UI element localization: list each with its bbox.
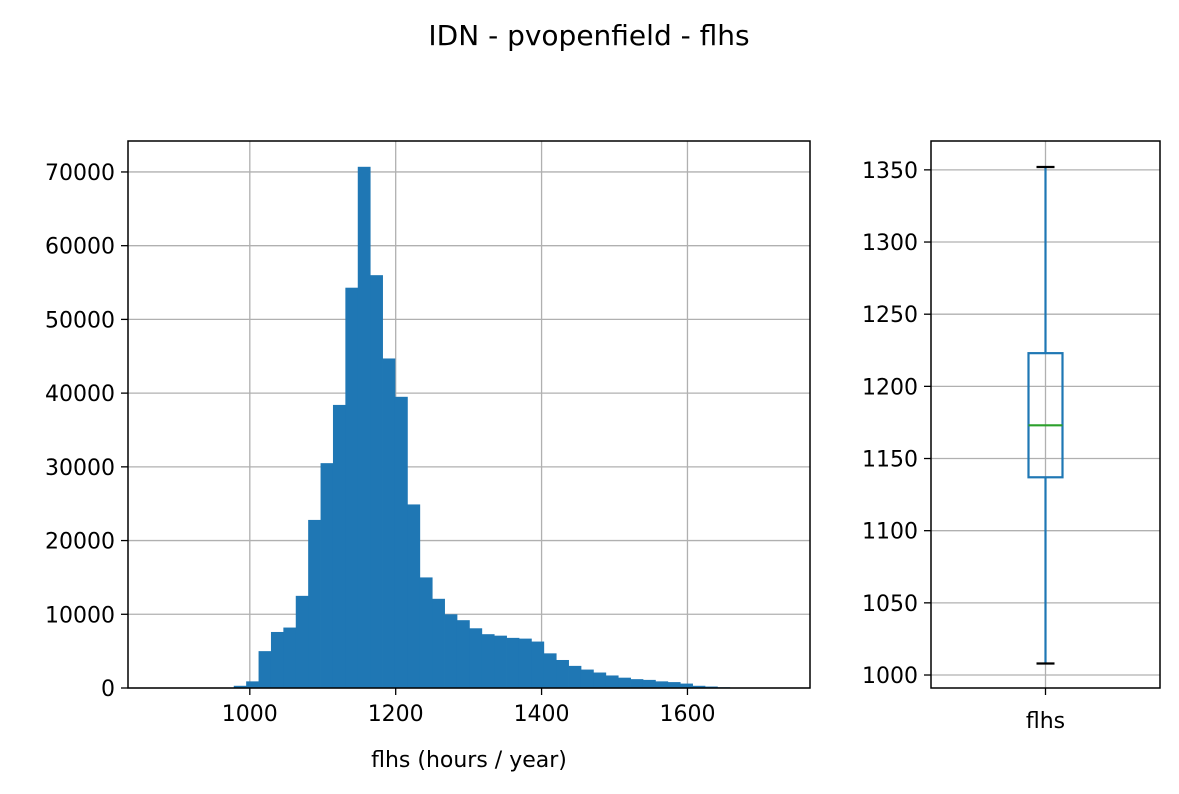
histogram-bar-36 — [680, 683, 693, 688]
boxplot-y-tick-label-7: 1350 — [862, 159, 918, 184]
histogram-chart: 1000 1200 1400 1600 0 10000 20000 30000 40000 50… — [45, 140, 811, 773]
histogram-y-tick-label-2: 20000 — [45, 530, 115, 555]
histogram-bar-34 — [655, 681, 669, 688]
histogram-x-tick-label-3: 1600 — [659, 702, 715, 727]
histogram-bar-26 — [556, 659, 569, 688]
histogram-x-label: flhs (hours / year) — [371, 748, 567, 773]
boxplot-marks — [1027, 165, 1064, 665]
histogram-bar-1 — [246, 681, 259, 688]
histogram-frame — [127, 140, 811, 689]
histogram-bar-13 — [394, 396, 408, 688]
boxplot-y-tick-label-4: 1200 — [862, 375, 918, 400]
histogram-y-tick-label-4: 40000 — [45, 382, 115, 407]
histogram-y-ticks: 0 10000 20000 30000 40000 50000 60000 70000 — [45, 161, 128, 702]
histogram-y-tick-label-1: 10000 — [45, 603, 115, 628]
histogram-y-tick-label-3: 30000 — [45, 456, 115, 481]
histogram-bar-21 — [494, 635, 507, 688]
boxplot-y-ticks: 1000 1050 1100 1150 1200 1250 1300 1350 — [862, 159, 931, 689]
boxplot-y-tick-label-1: 1050 — [862, 592, 918, 617]
histogram-x-ticks: 1000 1200 1400 1600 — [222, 688, 715, 727]
boxplot-y-tick-label-2: 1100 — [862, 520, 918, 545]
boxplot-box — [1027, 352, 1064, 479]
boxplot-chart: 1000 1050 1100 1150 1200 1250 1300 1350 flhs — [862, 140, 1161, 734]
histogram-bar-9 — [345, 287, 359, 688]
histogram-bar-12 — [382, 358, 396, 688]
boxplot-y-tick-label-5: 1250 — [862, 303, 918, 328]
histogram-bar-30 — [605, 675, 619, 688]
histogram-x-tick-label-0: 1000 — [222, 702, 278, 727]
histogram-bar-22 — [506, 637, 520, 688]
histogram-bar-18 — [456, 620, 470, 688]
boxplot-category-label: flhs — [1026, 709, 1065, 734]
boxplot-y-tick-label-6: 1300 — [862, 231, 918, 256]
histogram-bar-37 — [692, 685, 706, 688]
histogram-x-tick-label-1: 1200 — [368, 702, 424, 727]
histogram-bar-2 — [258, 651, 272, 688]
histogram-y-tick-label-0: 0 — [101, 677, 115, 702]
figure-title: IDN - pvopenfield - flhs — [428, 19, 749, 52]
histogram-bar-31 — [618, 677, 631, 688]
histogram-bar-19 — [469, 628, 483, 688]
histogram-bar-20 — [481, 634, 495, 688]
histogram-bar-29 — [593, 672, 607, 688]
histogram-y-tick-label-5: 50000 — [45, 308, 115, 333]
histogram-bar-10 — [357, 166, 371, 688]
histogram-bars — [233, 166, 743, 688]
histogram-bar-8 — [332, 404, 346, 688]
histogram-bar-28 — [580, 669, 594, 688]
boxplot-y-tick-label-0: 1000 — [862, 664, 918, 689]
histogram-bar-15 — [419, 577, 433, 688]
boxplot-x-ticks: flhs — [1026, 688, 1065, 734]
histogram-bar-32 — [630, 679, 644, 688]
histogram-bar-14 — [407, 504, 421, 688]
histogram-y-tick-label-7: 70000 — [45, 161, 115, 186]
histogram-bar-25 — [543, 653, 557, 688]
histogram-bar-16 — [432, 598, 445, 688]
histogram-bar-7 — [320, 463, 334, 688]
histogram-bar-0 — [233, 685, 247, 688]
boxplot-y-tick-label-3: 1150 — [862, 448, 918, 473]
histogram-bar-6 — [308, 519, 321, 688]
histogram-bar-3 — [270, 631, 284, 688]
histogram-y-tick-label-6: 60000 — [45, 235, 115, 260]
histogram-bar-33 — [642, 679, 656, 688]
histogram-bar-23 — [518, 638, 532, 688]
histogram-bar-24 — [531, 641, 545, 688]
histogram-bar-35 — [667, 682, 681, 688]
histogram-bar-17 — [444, 614, 458, 688]
histogram-bar-5 — [295, 595, 309, 688]
histogram-bar-11 — [370, 275, 383, 688]
histogram-x-tick-label-2: 1400 — [514, 702, 570, 727]
histogram-bar-27 — [568, 665, 582, 688]
histogram-bar-4 — [283, 627, 297, 688]
